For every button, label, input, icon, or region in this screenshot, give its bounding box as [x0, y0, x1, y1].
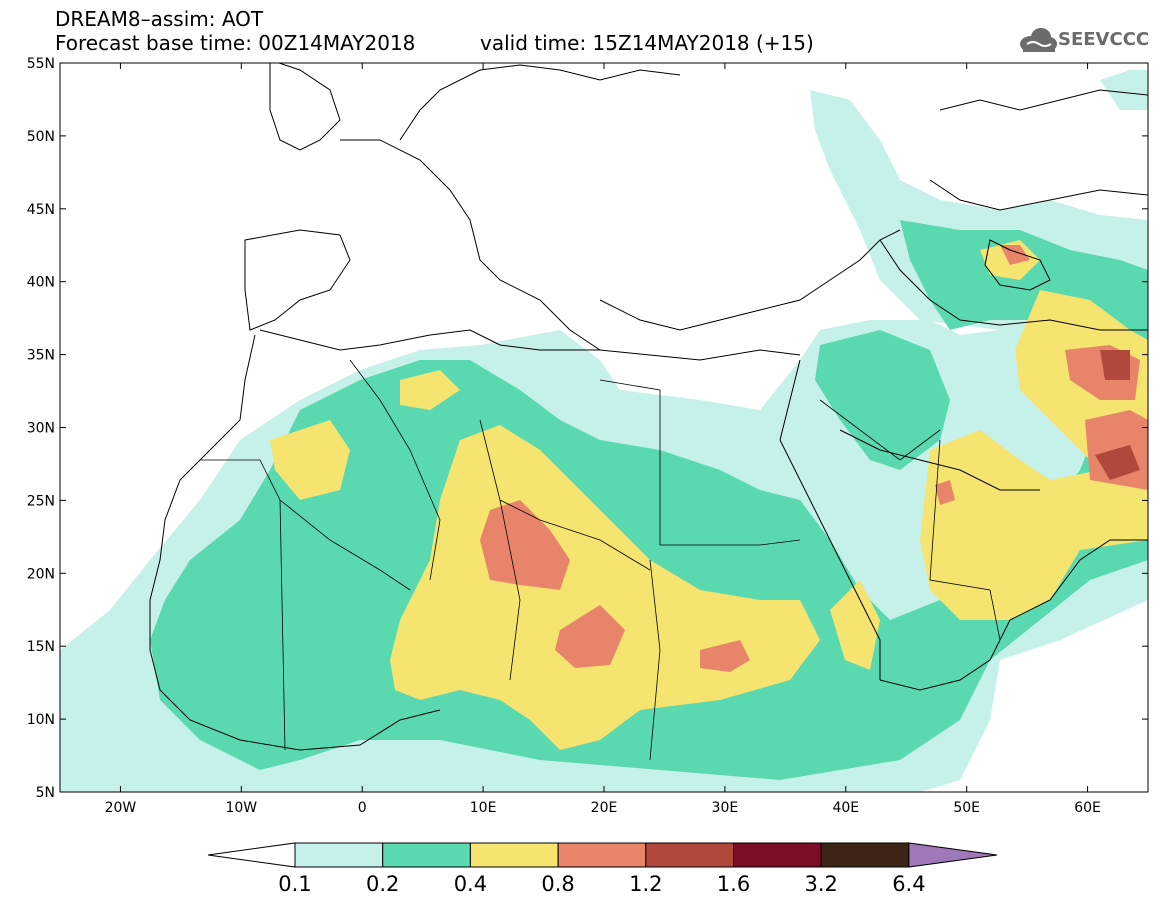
colorbar-box: [469, 842, 559, 868]
lat-tick-label: 20N: [27, 566, 55, 582]
lat-tick-label: 10N: [27, 712, 55, 728]
lat-tick-label: 15N: [27, 639, 55, 655]
lon-tick-label: 10E: [470, 800, 497, 816]
colorbar-box: [557, 842, 647, 868]
lat-tick-label: 25N: [27, 493, 55, 509]
colorbar-max-triangle: [908, 842, 998, 868]
aot-contours: [60, 70, 1148, 792]
colorbar-level-label: 6.4: [892, 872, 925, 896]
colorbar-level-label: 0.1: [278, 872, 311, 896]
lat-tick-label: 55N: [27, 56, 55, 72]
lon-tick-label: 50E: [953, 800, 980, 816]
title-line-2: Forecast base time: 00Z14MAY2018: [55, 31, 416, 55]
colorbar-level-label: 0.8: [541, 872, 574, 896]
lon-tick-label: 40E: [832, 800, 859, 816]
colorbar-min-triangle: [207, 842, 296, 868]
logo: [1020, 28, 1057, 52]
colorbar-box: [820, 842, 910, 868]
lat-tick-label: 30N: [27, 421, 55, 437]
coastlines: [149, 63, 1148, 751]
lon-tick-label: 60E: [1074, 800, 1101, 816]
lat-tick-label: 5N: [36, 785, 55, 801]
logo-text: SEEVCCC: [1058, 29, 1150, 50]
colorbar-box: [733, 842, 822, 868]
lon-tick-label: 10W: [225, 800, 257, 816]
colorbar-box: [294, 842, 384, 868]
lon-tick-label: 0: [358, 800, 367, 816]
colorbar-level-label: 0.2: [366, 872, 399, 896]
colorbar-level-label: 1.6: [717, 872, 750, 896]
borders: [200, 359, 1001, 761]
lon-axis: 20W 10W 0 10E 20E 30E 40E 50E 60E: [105, 63, 1101, 816]
lon-tick-label: 20W: [105, 800, 137, 816]
lat-tick-label: 40N: [27, 275, 55, 291]
lat-axis: 5N 10N 15N 20N 25N 30N 35N 40N 45N 50N 55N: [27, 56, 1148, 801]
lon-tick-label: 30E: [712, 800, 739, 816]
valid-time: valid time: 15Z14MAY2018 (+15): [480, 31, 814, 55]
colorbar-box: [645, 842, 734, 868]
lon-tick-label: 20E: [591, 800, 618, 816]
cloud-icon: [1020, 28, 1057, 52]
colorbar-level-label: 3.2: [804, 872, 837, 896]
title-line-1: DREAM8–assim: AOT: [55, 7, 264, 31]
colorbar-box: [382, 842, 471, 868]
lat-tick-label: 50N: [27, 129, 55, 145]
colorbar-level-label: 1.2: [629, 872, 662, 896]
lat-tick-label: 45N: [27, 202, 55, 218]
lat-tick-label: 35N: [27, 348, 55, 364]
colorbar-level-label: 0.4: [454, 872, 487, 896]
